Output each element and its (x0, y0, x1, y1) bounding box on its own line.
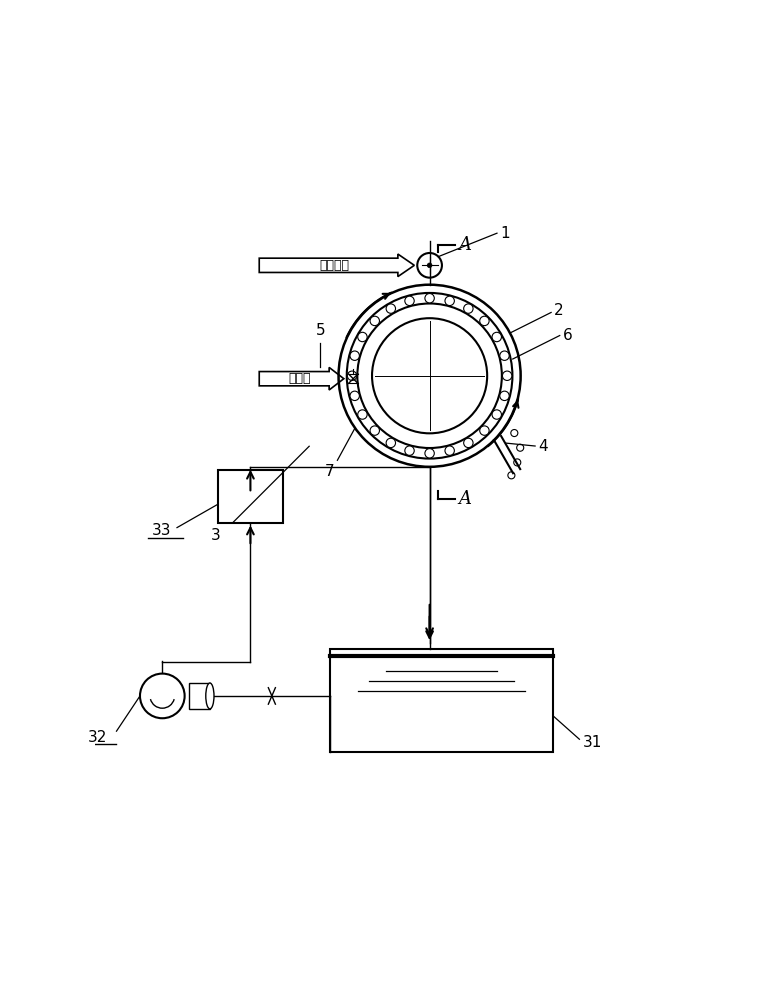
Ellipse shape (205, 683, 214, 709)
Circle shape (386, 304, 396, 313)
Circle shape (405, 296, 414, 306)
Circle shape (500, 391, 509, 401)
Circle shape (370, 316, 380, 326)
Circle shape (492, 332, 502, 342)
Text: 6: 6 (562, 328, 572, 343)
Bar (190, 683, 210, 709)
Circle shape (347, 371, 357, 380)
Text: 脱模剂: 脱模剂 (289, 372, 312, 385)
Circle shape (480, 316, 489, 326)
Text: 液态硫磺: 液态硫磺 (319, 259, 349, 272)
Circle shape (358, 410, 367, 419)
Circle shape (428, 263, 432, 268)
Text: 1: 1 (500, 226, 509, 241)
Bar (330, 649, 553, 752)
Circle shape (492, 410, 502, 419)
Text: 31: 31 (582, 735, 602, 750)
Circle shape (503, 371, 512, 380)
Circle shape (358, 332, 367, 342)
Text: 3: 3 (211, 528, 221, 543)
Text: 32: 32 (88, 730, 108, 745)
Circle shape (445, 446, 454, 455)
Circle shape (425, 449, 434, 458)
Circle shape (480, 426, 489, 435)
Circle shape (445, 296, 454, 306)
Circle shape (405, 446, 414, 455)
Circle shape (386, 438, 396, 448)
Text: 4: 4 (538, 439, 548, 454)
Circle shape (140, 674, 185, 718)
Circle shape (464, 438, 473, 448)
Circle shape (500, 351, 509, 360)
Text: 7: 7 (325, 464, 334, 479)
Circle shape (350, 391, 359, 401)
Bar (218, 470, 283, 523)
Circle shape (425, 294, 434, 303)
Text: 5: 5 (315, 323, 325, 338)
Text: A: A (459, 236, 471, 254)
Circle shape (370, 426, 380, 435)
Circle shape (464, 304, 473, 313)
Circle shape (350, 351, 359, 360)
Text: A: A (459, 490, 471, 508)
Text: 2: 2 (554, 303, 564, 318)
Text: 33: 33 (152, 523, 171, 538)
